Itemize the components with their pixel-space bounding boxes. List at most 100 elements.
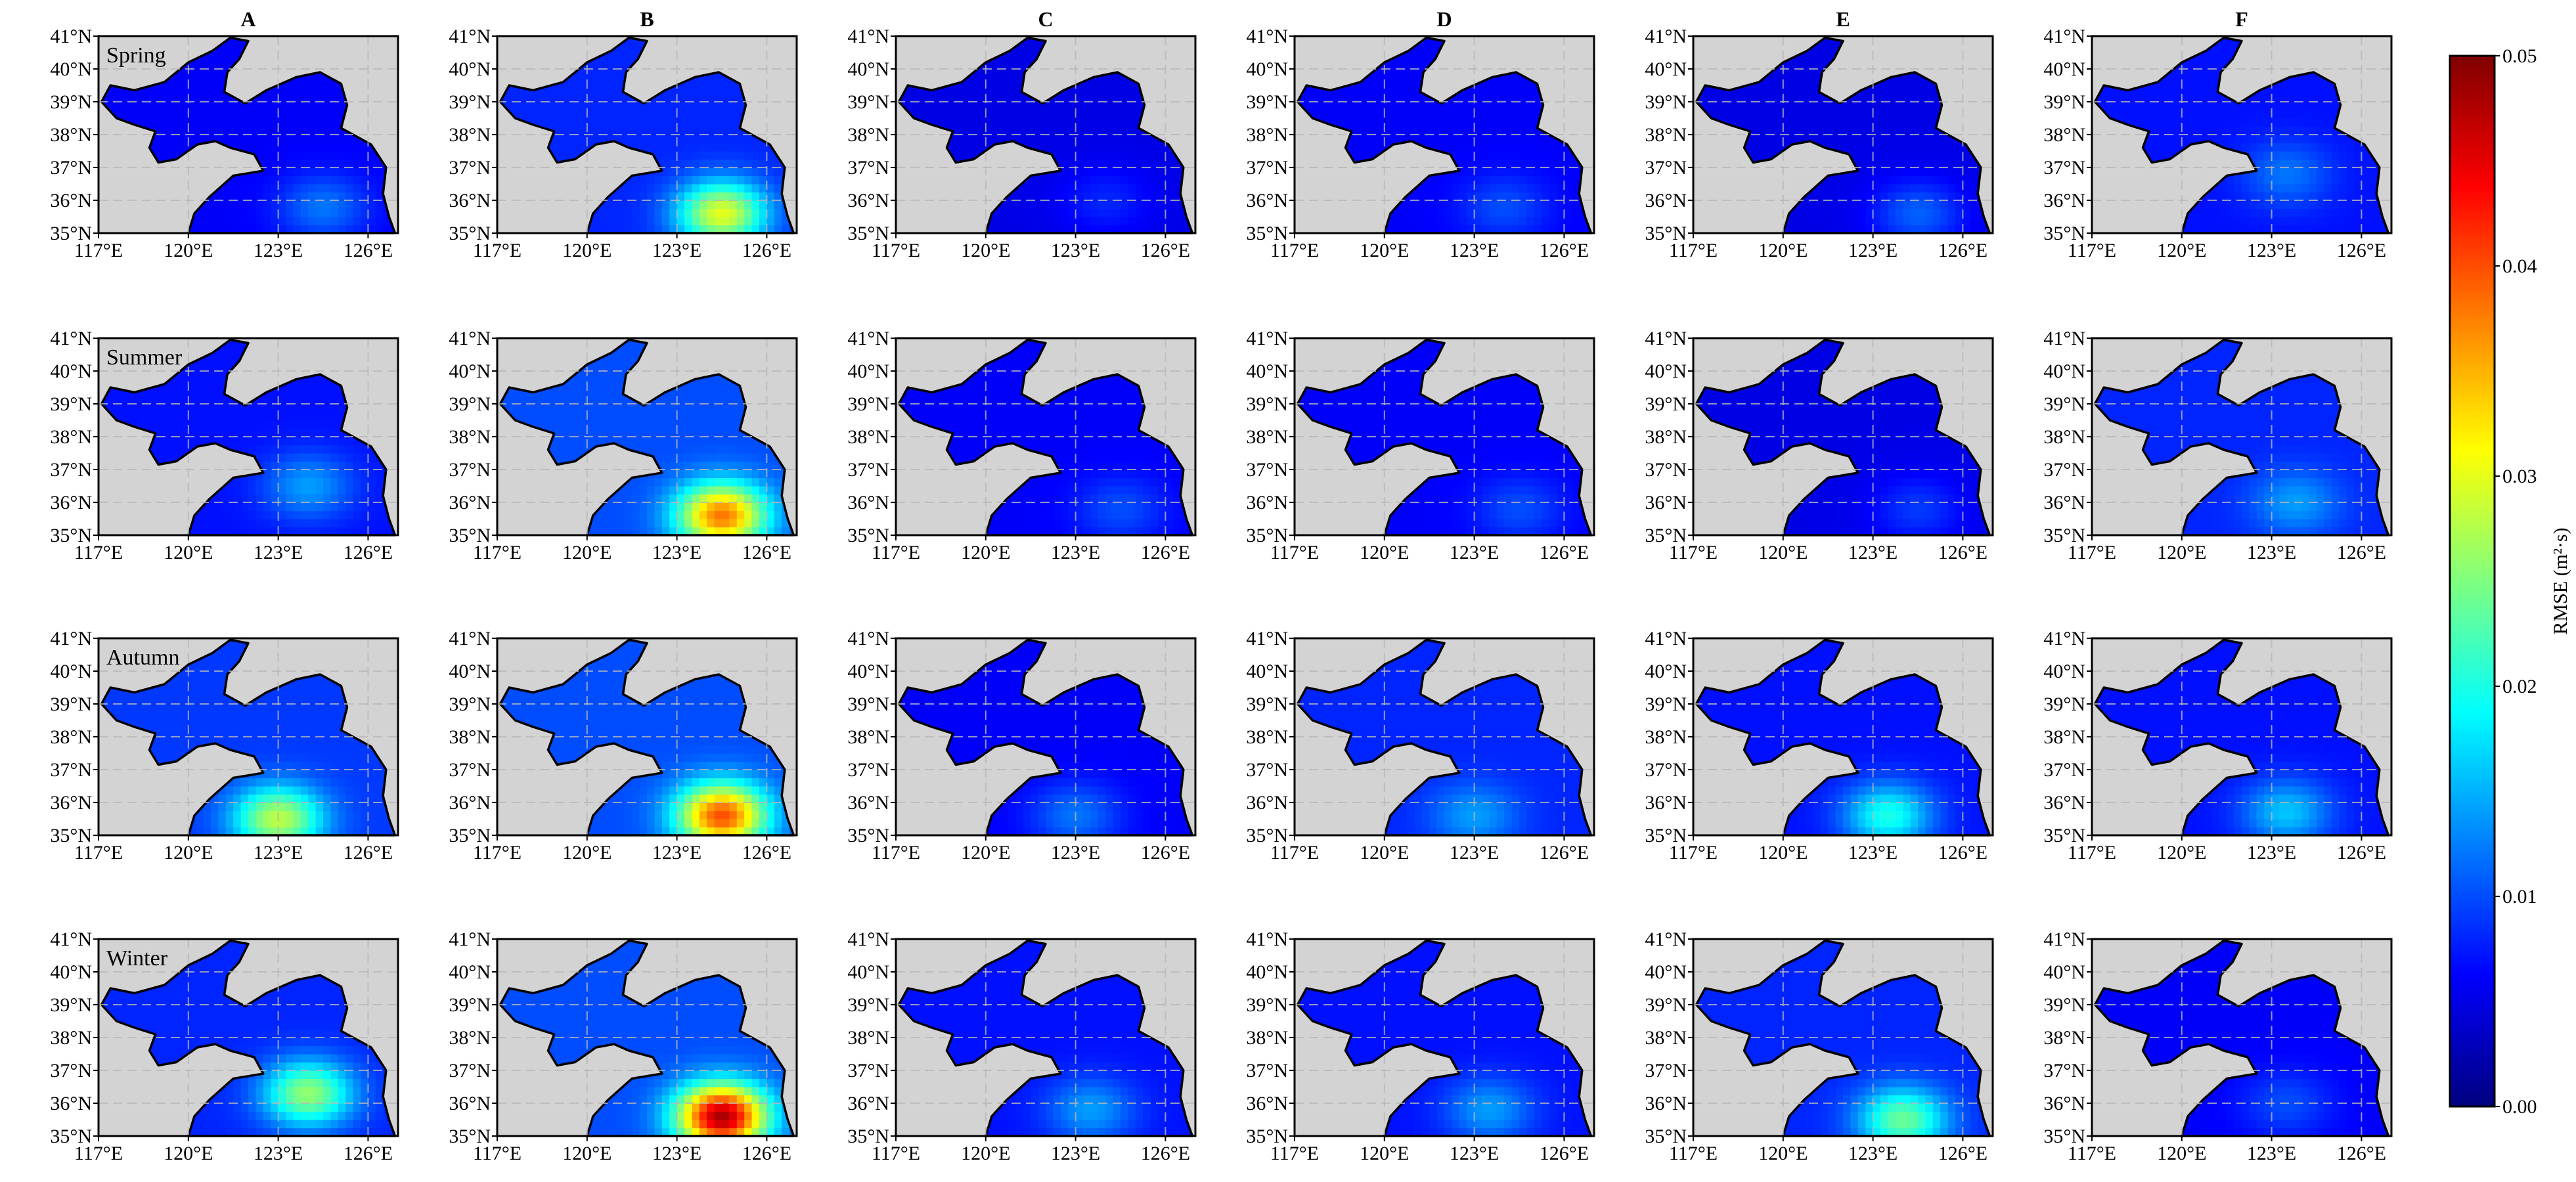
- rmse-cell: [1932, 184, 1941, 193]
- rmse-cell: [1459, 184, 1467, 193]
- rmse-cell: [1806, 200, 1813, 209]
- rmse-cell: [714, 225, 722, 233]
- rmse-cell: [1384, 93, 1392, 102]
- rmse-cell: [323, 200, 331, 209]
- rmse-cell: [1113, 184, 1121, 193]
- rmse-cell: [158, 110, 167, 119]
- rmse-cell: [1090, 175, 1099, 185]
- rmse-cell: [1346, 102, 1355, 111]
- rmse-cell: [714, 142, 722, 152]
- rmse-cell: [993, 135, 1002, 144]
- rmse-cell: [181, 85, 189, 95]
- rmse-cell: [293, 85, 301, 95]
- rmse-cell: [225, 53, 234, 62]
- rmse-cell: [233, 135, 242, 144]
- rmse-cell: [722, 192, 730, 201]
- rmse-cell: [225, 126, 234, 135]
- rmse-cell: [572, 110, 580, 119]
- rmse-cell: [1444, 135, 1452, 144]
- rmse-cell: [707, 135, 715, 144]
- rmse-cell: [166, 110, 174, 119]
- rmse-cell: [1738, 110, 1746, 119]
- rmse-cell: [1903, 77, 1911, 86]
- rmse-cell: [1172, 175, 1181, 185]
- rmse-cell: [1421, 225, 1430, 233]
- rmse-cell: [1903, 208, 1911, 217]
- rmse-cell: [1925, 142, 1934, 152]
- rmse-cell: [1918, 208, 1926, 217]
- rmse-cell: [736, 184, 745, 193]
- rmse-cell: [1850, 192, 1859, 201]
- rmse-cell: [1113, 151, 1121, 160]
- rmse-cell: [624, 110, 633, 119]
- rmse-cell: [661, 142, 670, 152]
- rmse-cell: [504, 93, 513, 102]
- rmse-cell: [722, 151, 730, 160]
- rmse-cell: [218, 60, 227, 70]
- rmse-cell: [766, 225, 775, 233]
- rmse-cell: [564, 110, 573, 119]
- rmse-cell: [654, 200, 663, 209]
- rmse-cell: [1369, 93, 1377, 102]
- rmse-cell: [1738, 118, 1746, 127]
- rmse-cell: [661, 159, 670, 168]
- rmse-cell: [338, 142, 346, 152]
- rmse-cell: [308, 142, 317, 152]
- rmse-cell: [338, 135, 346, 144]
- rmse-cell: [1932, 167, 1941, 177]
- rmse-cell: [1459, 102, 1467, 111]
- rmse-cell: [1775, 85, 1784, 95]
- rmse-cell: [925, 110, 934, 119]
- rmse-cell: [654, 151, 663, 160]
- rmse-cell: [684, 102, 692, 111]
- rmse-cell: [308, 151, 317, 160]
- rmse-cell: [1963, 151, 1971, 160]
- rmse-cell: [1015, 126, 1024, 135]
- rmse-cell: [1738, 102, 1746, 111]
- rmse-cell: [143, 102, 152, 111]
- rmse-cell: [271, 135, 279, 144]
- rmse-cell: [594, 93, 603, 102]
- rmse-cell: [1165, 167, 1174, 177]
- rmse-cell: [1753, 85, 1762, 95]
- rmse-cell: [1918, 135, 1926, 144]
- rmse-cell: [579, 69, 588, 78]
- rmse-cell: [707, 142, 715, 152]
- rmse-cell: [1362, 110, 1370, 119]
- rmse-cell: [1511, 217, 1520, 226]
- rmse-cell: [1399, 93, 1408, 102]
- rmse-cell: [624, 37, 633, 45]
- rmse-cell: [181, 69, 189, 78]
- rmse-cell: [1377, 142, 1385, 152]
- rmse-cell: [1519, 85, 1527, 95]
- rmse-cell: [1023, 37, 1031, 45]
- rmse-cell: [993, 85, 1002, 95]
- rmse-cell: [714, 118, 722, 127]
- rmse-cell: [1496, 142, 1505, 152]
- rmse-cell: [564, 126, 573, 135]
- rmse-cell: [181, 142, 189, 152]
- y-tick-label: 38°N: [50, 124, 92, 146]
- rmse-cell: [1113, 192, 1121, 201]
- rmse-cell: [240, 208, 249, 217]
- rmse-cell: [361, 159, 368, 168]
- rmse-cell: [1436, 118, 1445, 127]
- rmse-cell: [1421, 192, 1430, 201]
- rmse-cell: [188, 102, 196, 111]
- rmse-cell: [315, 192, 324, 201]
- rmse-cell: [579, 126, 588, 135]
- rmse-cell: [632, 217, 640, 226]
- rmse-cell: [1828, 175, 1836, 185]
- rmse-cell: [1526, 208, 1535, 217]
- rmse-cell: [196, 126, 204, 135]
- rmse-cell: [1806, 69, 1813, 78]
- rmse-cell: [315, 110, 324, 119]
- rmse-cell: [677, 208, 685, 217]
- rmse-cell: [971, 93, 979, 102]
- rmse-cell: [632, 126, 640, 135]
- rmse-cell: [1918, 77, 1926, 86]
- rmse-cell: [1798, 225, 1806, 233]
- rmse-cell: [248, 208, 256, 217]
- rmse-cell: [1090, 159, 1099, 168]
- y-tick-label: 41°N: [1645, 26, 1687, 47]
